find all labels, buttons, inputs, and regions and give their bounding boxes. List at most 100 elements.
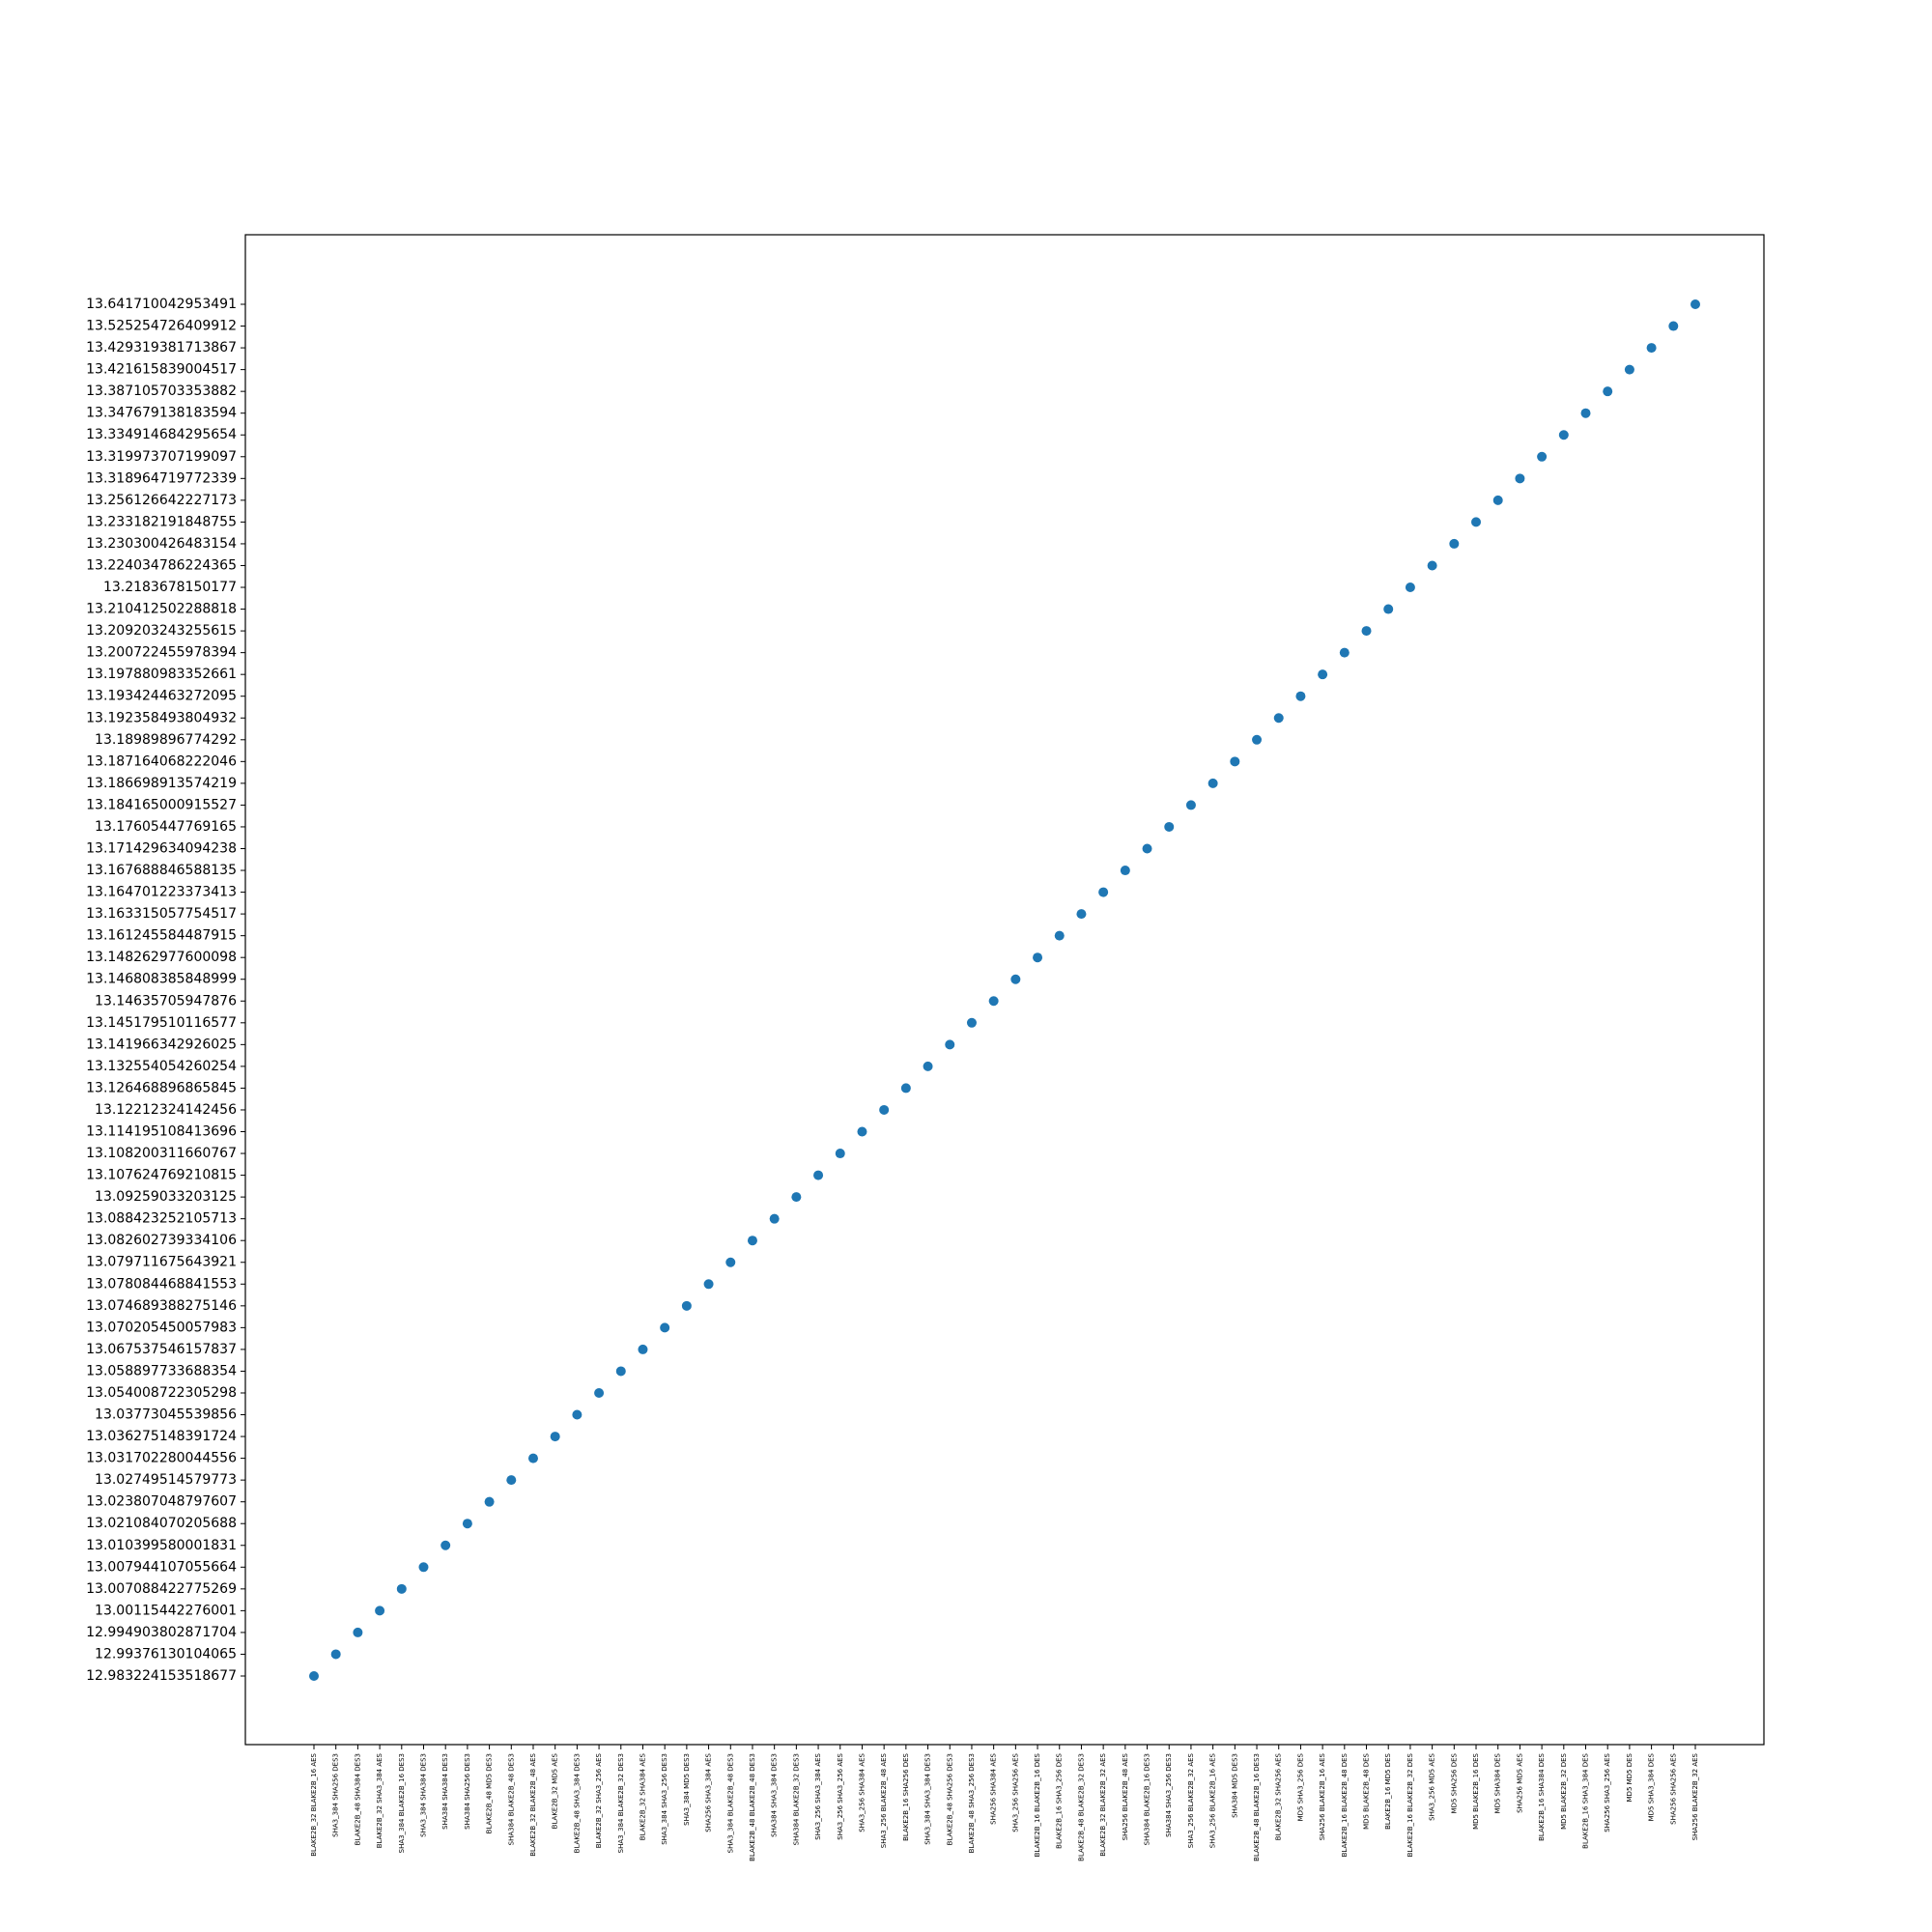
y-tick-label: 13.233182191848755: [86, 514, 237, 529]
point: [1098, 887, 1109, 897]
point: [1558, 430, 1569, 440]
point: [1361, 626, 1372, 637]
y-tick-label: 13.12212324142456: [95, 1102, 237, 1118]
y-tick-label: 13.007088422775269: [86, 1581, 237, 1597]
point: [527, 1453, 538, 1463]
point: [309, 1671, 319, 1681]
point: [1252, 734, 1263, 745]
x-tick-label: BLAKE2B_16 SHA256 DES: [902, 1752, 910, 1840]
point: [857, 1126, 867, 1137]
x-tick-label: SHA256 BLAKE2B_32 AES: [1691, 1752, 1699, 1840]
y-tick-label: 13.192358493804932: [86, 710, 237, 725]
point: [1603, 386, 1613, 397]
x-tick-label: SHA256 SHA384 AES: [990, 1752, 998, 1824]
y-tick-label: 13.031702280044556: [86, 1451, 237, 1466]
x-tick-label: SHA256 BLAKE2B_16 AES: [1319, 1752, 1326, 1840]
point: [1010, 974, 1021, 984]
x-tick-label: BLAKE2B_48 SHA3_384 DES3: [573, 1753, 581, 1853]
y-tick-label: 13.010399580001831: [86, 1538, 237, 1553]
point: [813, 1170, 824, 1180]
point: [879, 1104, 890, 1115]
x-tick-label: BLAKE2B_16 SHA3_256 DES: [1056, 1752, 1064, 1848]
y-tick-label: 13.148262977600098: [86, 950, 237, 965]
point: [353, 1627, 363, 1637]
x-tick-label: SHA3_384 SHA256 DES3: [332, 1753, 340, 1837]
x-tick-label: BLAKE2B_16 BLAKE2B_16 DES: [1034, 1752, 1041, 1857]
x-tick-label: SHA384 SHA3_384 DES3: [771, 1753, 779, 1837]
point: [462, 1519, 472, 1529]
x-tick-label: MD5 BLAKE2B_48 DES: [1363, 1752, 1371, 1829]
y-tick-label: 13.09259033203125: [95, 1189, 237, 1205]
point: [572, 1409, 582, 1420]
x-tick-label: MD5 BLAKE2B_16 DES: [1472, 1752, 1480, 1829]
point: [988, 996, 999, 1007]
point: [1230, 756, 1240, 767]
x-tick-label: MD5 BLAKE2B_32 DES: [1560, 1752, 1568, 1829]
x-tick-label: SHA256 BLAKE2B_48 AES: [1122, 1752, 1129, 1840]
point: [1208, 778, 1218, 788]
y-tick-label: 13.210412502288818: [86, 602, 237, 617]
x-tick-label: SHA3_256 MD5 AES: [1429, 1752, 1436, 1820]
y-tick-label: 13.078084468841553: [86, 1276, 237, 1292]
y-tick-label: 13.197880983352661: [86, 667, 237, 682]
point: [1339, 647, 1350, 658]
y-tick-label: 13.184165000915527: [86, 797, 237, 812]
y-tick-label: 13.209203243255615: [86, 623, 237, 639]
y-tick-label: 13.145179510116577: [86, 1015, 237, 1031]
y-tick-label: 13.161245584487915: [86, 928, 237, 944]
x-tick-label: SHA3_256 SHA256 AES: [1011, 1752, 1019, 1832]
x-tick-label: SHA3_256 BLAKE2B_48 AES: [880, 1752, 888, 1848]
x-tick-label: BLAKE2B_16 MD5 DES: [1384, 1752, 1392, 1829]
x-tick-label: SHA256 SHA3_256 AES: [1604, 1752, 1611, 1832]
x-tick-label: SHA3_384 SHA3_384 DES3: [924, 1753, 932, 1845]
y-tick-label: 13.2183678150177: [103, 580, 237, 595]
point: [506, 1475, 517, 1486]
y-tick-label: 13.14635705947876: [95, 993, 237, 1009]
x-tick-label: MD5 SHA256 DES: [1450, 1752, 1458, 1813]
x-tick-label: SHA384 SHA384 DES3: [441, 1753, 449, 1830]
point: [725, 1257, 736, 1267]
y-tick-label: 13.230300426483154: [86, 536, 237, 552]
x-tick-label: BLAKE2B_16 SHA3_384 DES: [1582, 1752, 1590, 1848]
point: [1185, 800, 1196, 810]
y-tick-label: 13.088423252105713: [86, 1211, 237, 1227]
y-tick-label: 13.023807048797607: [86, 1494, 237, 1510]
y-tick-label: 13.132554054260254: [86, 1059, 237, 1074]
x-tick-label: SHA384 BLAKE2B_48 DES3: [507, 1753, 515, 1845]
y-tick-label: 13.200722455978394: [86, 645, 237, 661]
y-tick-label: 13.108200311660767: [86, 1146, 237, 1161]
x-tick-label: SHA3_384 SHA384 DES3: [419, 1753, 427, 1837]
point: [1427, 560, 1437, 571]
point: [1383, 604, 1394, 614]
point: [1273, 713, 1284, 724]
x-tick-label: BLAKE2B_48 SHA384 DES3: [354, 1753, 361, 1845]
y-tick-label: 13.107624769210815: [86, 1168, 237, 1183]
point: [1405, 582, 1415, 593]
y-tick-label: 13.187164068222046: [86, 753, 237, 769]
y-tick-label: 13.17605447769165: [95, 819, 237, 835]
point: [1033, 952, 1043, 963]
x-tick-label: MD5 MD5 DES: [1626, 1752, 1634, 1802]
point: [966, 1017, 977, 1028]
x-tick-label: BLAKE2B_32 SHA3_384 AES: [376, 1752, 384, 1848]
x-tick-label: SHA3_384 BLAKE2B_48 DES3: [726, 1753, 734, 1853]
point: [1142, 843, 1152, 854]
y-tick-label: 13.058897733688354: [86, 1363, 237, 1378]
x-tick-label: SHA256 SHA256 AES: [1669, 1752, 1677, 1824]
y-tick-label: 13.067537546157837: [86, 1342, 237, 1357]
y-tick-label: 12.994903802871704: [86, 1625, 237, 1640]
x-tick-label: SHA3_256 SHA3_384 AES: [814, 1752, 822, 1839]
point: [1054, 930, 1065, 941]
x-tick-label: BLAKE2B_32 BLAKE2B_48 AES: [529, 1752, 537, 1856]
x-tick-label: SHA256 SHA3_384 AES: [705, 1752, 713, 1832]
x-tick-label: BLAKE2B_32 SHA3_256 AES: [595, 1752, 603, 1848]
point: [1668, 321, 1679, 331]
y-tick-label: 13.318964719772339: [86, 470, 237, 486]
point: [1076, 909, 1087, 920]
point: [375, 1605, 385, 1616]
x-tick-label: SHA3_384 MD5 DES3: [683, 1753, 691, 1826]
plot-frame: [244, 234, 1765, 1746]
y-tick-label: 13.070205450057983: [86, 1320, 237, 1335]
x-tick-label: MD5 SHA3_256 DES: [1296, 1752, 1304, 1821]
